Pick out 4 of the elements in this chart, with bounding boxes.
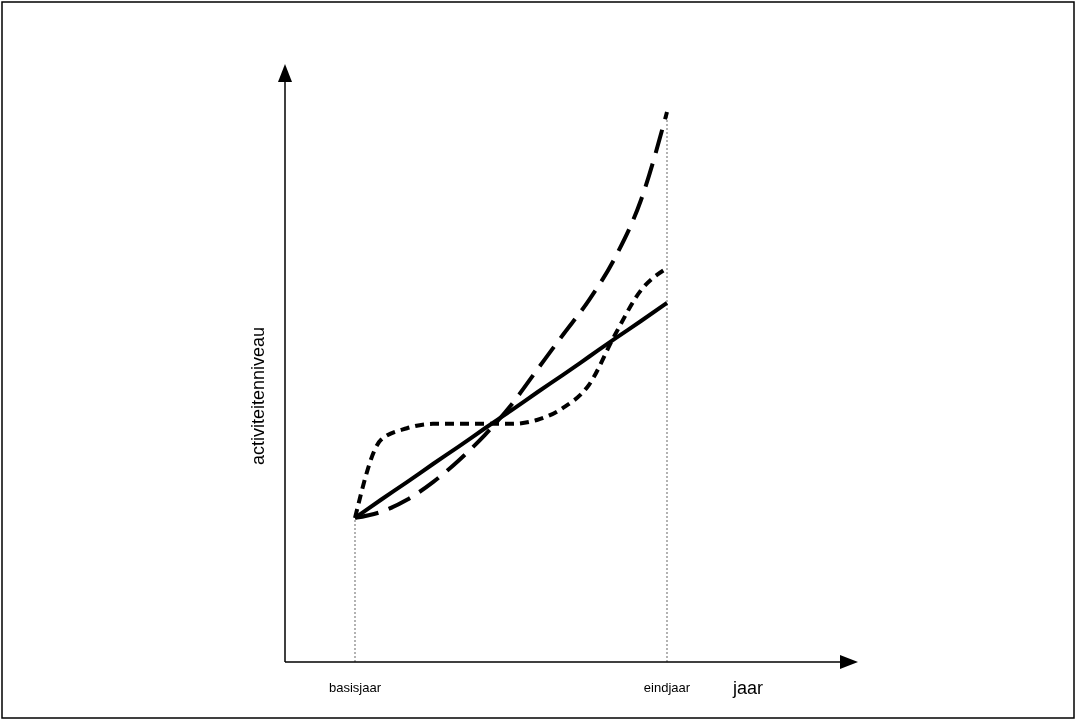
x-tick-label: basisjaar <box>328 680 382 695</box>
x-axis-title: jaar <box>731 678 764 698</box>
y-axis-title: activiteitenniveau <box>248 326 268 466</box>
x-tick-label: eindjaar <box>643 680 691 695</box>
